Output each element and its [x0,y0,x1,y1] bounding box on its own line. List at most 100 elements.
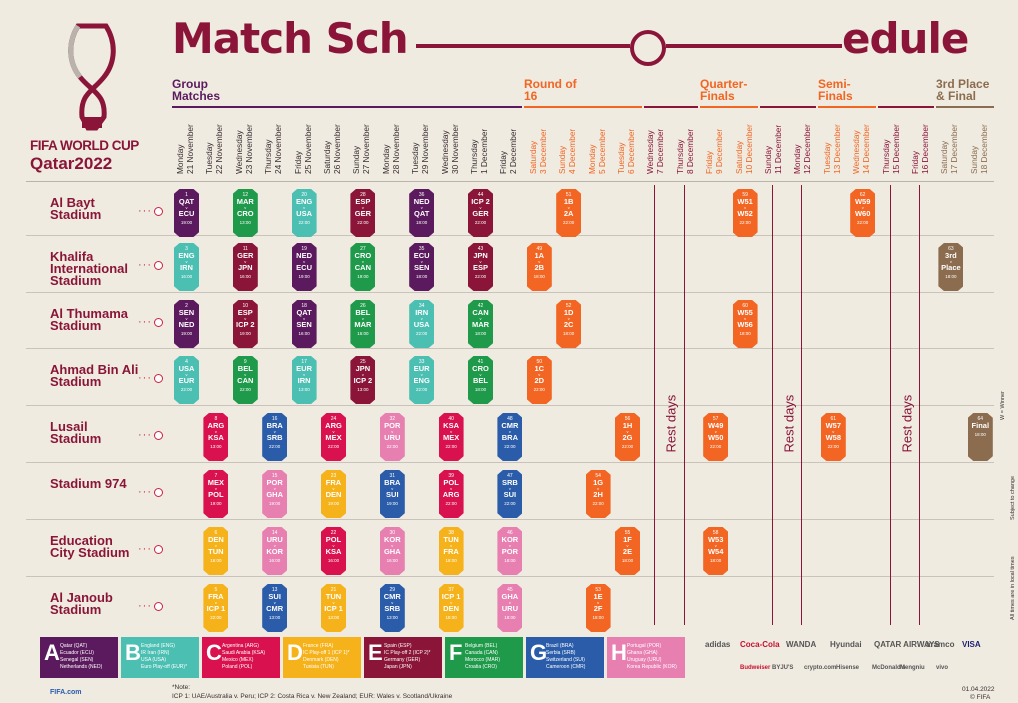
group-team: Croatia (CRO) [465,664,497,670]
match-number: 25 [360,359,366,365]
match-badge[interactable]: 10 ESP v ICP 2 19:00 [232,300,258,348]
team-b: GER [472,209,489,218]
match-badge[interactable]: 14 URU v KOR 16:00 [262,527,288,575]
match-badge[interactable]: 37 ICP 1 v DEN 18:00 [438,584,464,632]
match-badge[interactable]: 59 W51 v W52 22:00 [732,189,758,237]
match-badge[interactable]: 36 NED v QAT 18:00 [409,189,435,237]
team-a: POR [266,478,283,487]
day-date: 17 December [948,124,959,174]
match-badge[interactable]: 63 3rd v Place 18:00 [938,243,964,291]
kickoff-time: 22:00 [504,501,516,506]
match-number: 13 [271,587,278,593]
match-badge[interactable]: 38 TUN v FRA 18:00 [438,527,464,575]
match-badge[interactable]: 20 ENG v USA 22:00 [291,189,317,237]
match-badge[interactable]: 41 CRO v BEL 18:00 [468,356,493,404]
match-badge[interactable]: 24 ARG v MEX 22:00 [321,413,346,461]
match-badge[interactable]: 43 JPN v ESP 22:00 [468,243,493,291]
venue-marker-icon [154,207,163,216]
match-badge[interactable]: 18 QAT v SEN 16:00 [291,300,317,348]
match-badge[interactable]: 27 CRO v CAN 19:00 [350,243,376,291]
match-badge[interactable]: 19 NED v ECU 19:00 [291,243,317,291]
match-badge[interactable]: 51 1B v 2A 22:00 [556,189,582,237]
match-badge[interactable]: 42 CAN v MAR 18:00 [468,300,493,348]
venue-name: Lusail Stadium [50,419,102,446]
match-badge[interactable]: 17 EUR v IRN 13:00 [291,356,317,404]
match-badge[interactable]: 55 1F v 2E 18:00 [615,527,640,575]
match-badge[interactable]: 29 CMR v SRB 13:00 [379,584,405,632]
match-badge[interactable]: 56 1H v 2G 22:00 [615,413,640,461]
versus-mark: v [332,429,335,434]
match-badge[interactable]: 39 POL v ARG 22:00 [438,470,464,518]
team-a: ESP [237,308,253,317]
kickoff-time: 22:00 [827,444,839,449]
match-number: 52 [565,303,572,309]
match-badge[interactable]: 26 BEL v MAR 16:00 [350,300,376,348]
match-badge[interactable]: 60 W55 v W56 18:00 [732,300,758,348]
match-badge[interactable]: 31 BRA v SUI 19:00 [379,470,405,518]
match-badge[interactable]: 32 POR v URU 22:00 [379,413,405,461]
fifa-com-link[interactable]: FIFA.com [50,689,82,696]
sponsor-logo: Budweiser [740,665,771,671]
match-badge[interactable]: 12 MAR v CRO 13:00 [232,189,258,237]
match-badge[interactable]: 62 W59 v W60 22:00 [850,189,876,237]
match-badge[interactable]: 13 SUI v CMR 13:00 [262,584,288,632]
match-badge[interactable]: 15 POR v GHA 19:00 [262,470,288,518]
match-number: 22 [330,530,337,536]
match-badge[interactable]: 3 ENG v IRN 16:00 [174,243,199,291]
match-badge[interactable]: 7 MEX v POL 19:00 [203,470,229,518]
match-badge[interactable]: 33 EUR v ENG 22:00 [409,356,435,404]
match-badge[interactable]: 47 SRB v SUI 22:00 [497,470,523,518]
match-badge[interactable]: 52 1D v 2C 18:00 [556,300,582,348]
versus-mark: v [391,429,394,434]
match-badge[interactable]: 46 KOR v POR 18:00 [497,527,523,575]
match-badge[interactable]: 25 JPN v ICP 2 13:00 [350,356,376,404]
match-badge[interactable]: 35 ECU v SEN 18:00 [409,243,435,291]
match-badge[interactable]: 40 KSA v MEX 22:00 [438,413,464,461]
match-badge[interactable]: 22 POL v KSA 16:00 [321,527,346,575]
match-badge[interactable]: 2 SEN v NED 19:00 [174,300,199,348]
match-badge[interactable]: 9 BEL v CAN 22:00 [232,356,258,404]
kickoff-time: 22:00 [239,387,251,392]
versus-mark: v [861,205,864,210]
match-badge[interactable]: 58 W53 v W54 18:00 [703,527,729,575]
match-badge[interactable]: 28 ESP v GER 22:00 [350,189,376,237]
match-badge[interactable]: 16 BRA v SRB 22:00 [262,413,288,461]
group-box: A Qatar (QAT) Ecuador (ECU) Senegal (SEN) Ne… [40,637,118,678]
brand-line-1: FIFA WORLD CUP [30,138,139,153]
kickoff-time: 22:00 [298,220,310,225]
team-a: ESP [355,197,371,206]
team-a: CAN [472,308,489,317]
match-number: 60 [742,303,748,309]
match-badge[interactable]: 48 CMR v BRA 22:00 [497,413,523,461]
match-badge[interactable]: 11 GER v JPN 16:00 [232,243,258,291]
day-of-week: Thursday [674,139,685,174]
match-badge[interactable]: 34 IRN v USA 22:00 [409,300,435,348]
match-badge[interactable]: 1 QAT v ECU 19:00 [174,189,199,237]
team-b: FRA [443,547,459,556]
venue-dots: ··· [138,486,152,498]
match-badge[interactable]: 64 Final 18:00 [967,413,993,461]
match-badge[interactable]: 49 1A v 2B 18:00 [526,243,552,291]
match-badge[interactable]: 30 KOR v GHA 16:00 [379,527,405,575]
sponsor-logo: vivo [936,665,949,671]
match-badge[interactable]: 23 FRA v DEN 19:00 [321,470,346,518]
match-badge[interactable]: 45 GHA v URU 18:00 [497,584,523,632]
group-box: C Argentina (ARG) Saudi Arabia (KSA) Mexico… [202,637,280,678]
match-badge[interactable]: 57 W49 v W50 22:00 [703,413,729,461]
match-badge[interactable]: 53 1E v 2F 18:00 [585,584,611,632]
match-badge[interactable]: 4 USA v EUR 22:00 [174,356,199,404]
venue-dots: ··· [138,316,152,328]
match-badge[interactable]: 61 W57 v W58 22:00 [820,413,846,461]
match-badge[interactable]: 8 ARG v KSA 13:00 [203,413,229,461]
match-badge[interactable]: 21 TUN v ICP 1 13:00 [321,584,346,632]
match-badge[interactable]: 54 1G v 2H 22:00 [585,470,611,518]
match-badge[interactable]: 6 DEN v TUN 16:00 [203,527,229,575]
versus-mark: v [597,600,600,605]
match-badge[interactable]: 50 1C v 2D 22:00 [526,356,552,404]
match-badge[interactable]: 44 ICP 2 v GER 22:00 [468,189,493,237]
group-letter: H [611,640,627,665]
team-a: W53 [707,535,724,544]
team-b: GER [354,209,372,218]
team-b: 2E [622,547,633,556]
match-badge[interactable]: 5 FRA v ICP 1 22:00 [203,584,229,632]
